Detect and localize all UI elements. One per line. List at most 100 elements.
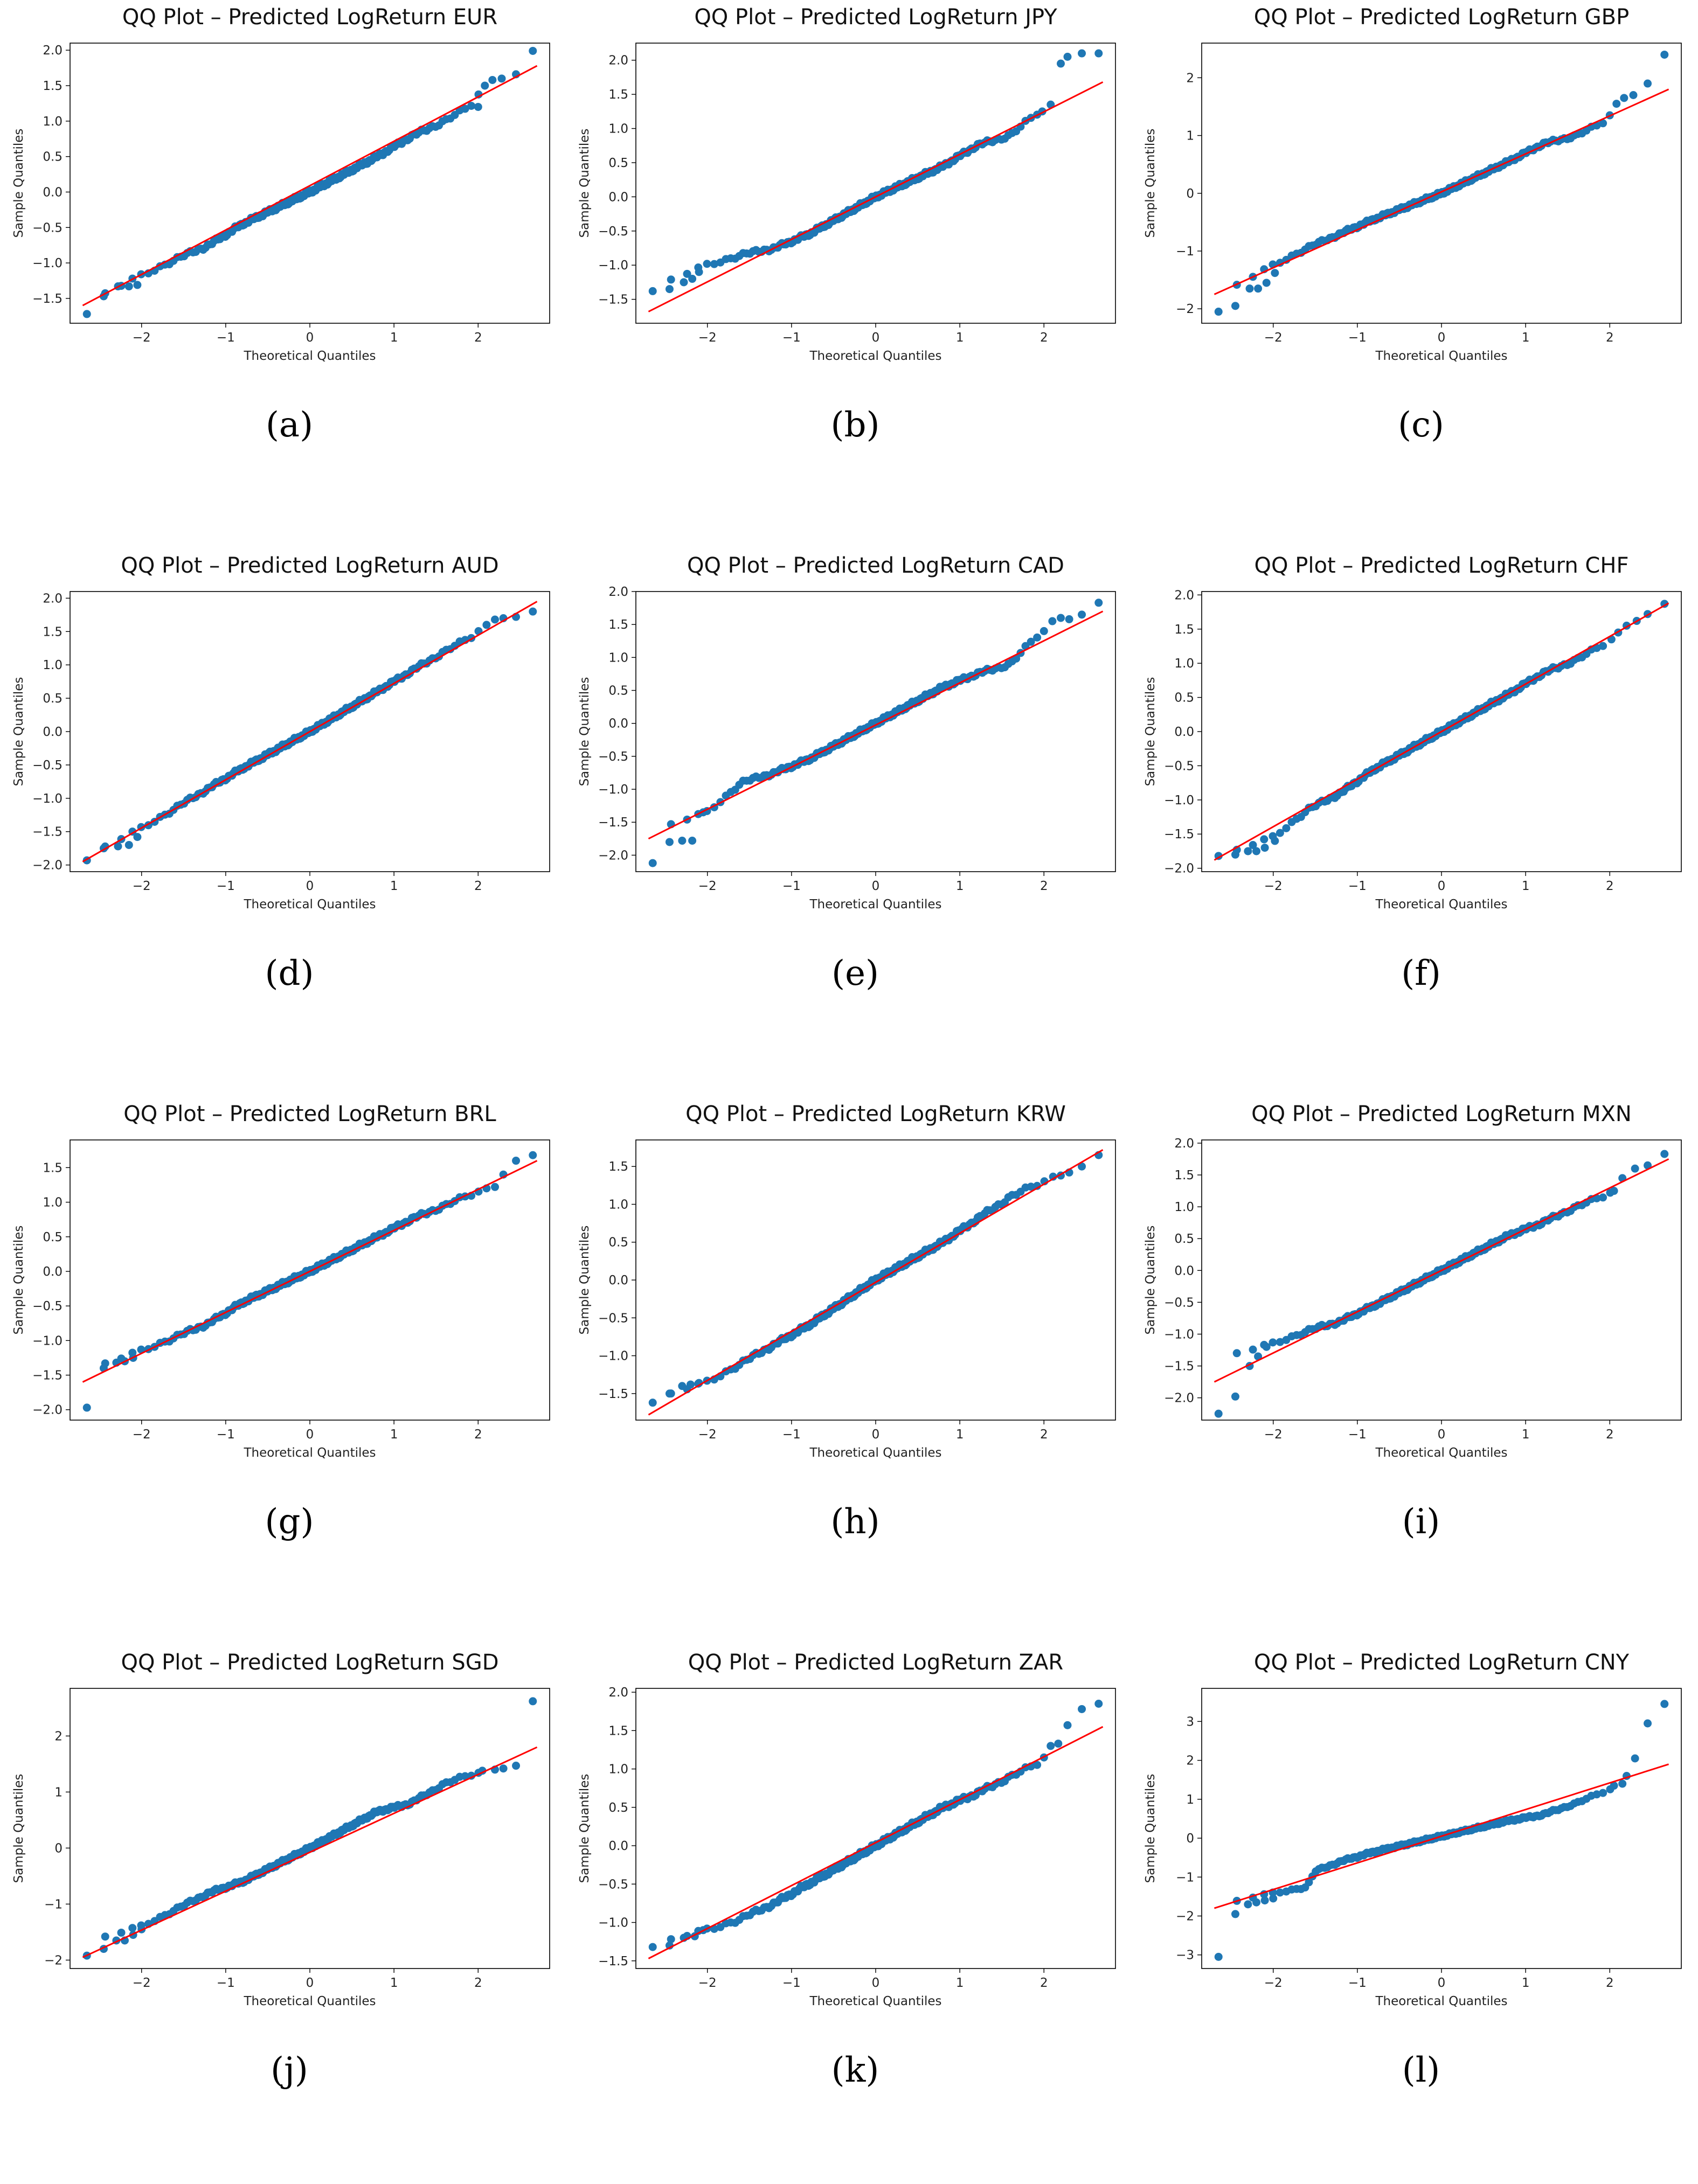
x-tick-label: 1: [1522, 879, 1530, 893]
x-tick-label: −2: [1264, 1976, 1283, 1990]
y-tick-label: −1.5: [598, 293, 628, 307]
y-tick-label: 1.5: [1174, 1168, 1194, 1183]
x-tick-label: 0: [1438, 879, 1446, 893]
reference-line: [1214, 1763, 1669, 1909]
data-point: [1260, 835, 1269, 844]
x-axis-label: Theoretical Quantiles: [809, 1994, 941, 2008]
data-point: [1610, 1187, 1618, 1195]
y-tick-label: 1.0: [608, 1198, 628, 1212]
data-point: [1078, 610, 1086, 619]
y-tick-label: −1.0: [598, 259, 628, 273]
chart-title: QQ Plot – Predicted LogReturn CAD: [687, 553, 1064, 578]
x-tick-label: −2: [133, 331, 151, 345]
data-point: [1078, 1162, 1086, 1171]
y-tick-label: 2.0: [608, 1686, 628, 1700]
y-tick-label: 0: [54, 1841, 63, 1855]
data-point: [482, 621, 491, 629]
data-point: [667, 275, 675, 284]
panel-label: (l): [1402, 2050, 1440, 2090]
data-point: [667, 1935, 675, 1944]
data-point: [1252, 847, 1260, 855]
data-point: [1054, 1740, 1063, 1748]
y-tick-label: 1.0: [608, 1763, 628, 1777]
data-point: [117, 1354, 126, 1363]
data-point: [1065, 615, 1073, 623]
data-point: [1094, 599, 1103, 607]
y-axis-label: Sample Quantiles: [578, 1774, 592, 1883]
data-point: [648, 287, 657, 295]
x-tick-label: 2: [1040, 879, 1048, 893]
data-point: [467, 101, 476, 110]
panel-label: (j): [271, 2050, 308, 2090]
y-tick-label: 0.0: [608, 190, 628, 204]
y-tick-label: 0.0: [43, 185, 63, 199]
y-tick-label: −2.0: [1164, 1392, 1194, 1406]
x-tick-label: −2: [1264, 879, 1283, 893]
data-point: [1049, 1172, 1057, 1181]
panel-label: (e): [831, 954, 879, 993]
y-tick-label: −1.5: [32, 292, 63, 306]
x-tick-label: 1: [390, 1428, 398, 1442]
y-tick-label: 1.0: [608, 651, 628, 665]
data-point: [667, 1389, 675, 1398]
x-axis-label: Theoretical Quantiles: [809, 1446, 941, 1460]
x-axis-label: Theoretical Quantiles: [1375, 1446, 1507, 1460]
data-point: [1057, 614, 1065, 622]
data-point: [1245, 284, 1254, 293]
chart-title: QQ Plot – Predicted LogReturn KRW: [685, 1102, 1066, 1126]
y-tick-label: −1: [1176, 1870, 1194, 1884]
x-tick-label: 1: [956, 879, 964, 893]
data-point: [529, 607, 537, 616]
data-point: [481, 81, 489, 90]
y-tick-label: 0.5: [608, 684, 628, 698]
y-tick-label: 1: [1186, 1793, 1194, 1807]
data-point: [1027, 637, 1035, 646]
y-tick-label: −1.0: [32, 1334, 63, 1348]
axes-frame: [1201, 1139, 1682, 1421]
data-point: [1046, 1742, 1055, 1750]
x-tick-label: 0: [1438, 1428, 1446, 1442]
x-tick-label: −2: [698, 879, 717, 893]
y-tick-label: −0.5: [32, 759, 63, 773]
y-tick-label: 0.5: [43, 150, 63, 164]
y-tick-label: −0.5: [598, 225, 628, 239]
data-point: [688, 275, 697, 283]
y-tick-label: −0.5: [1164, 759, 1194, 773]
x-tick-label: 0: [872, 879, 880, 893]
reference-line: [1214, 1158, 1669, 1383]
y-tick-label: 0: [1186, 187, 1194, 201]
reference-line: [1214, 88, 1669, 295]
y-tick-label: 0.0: [43, 725, 63, 739]
y-tick-label: −2.0: [32, 859, 63, 873]
y-tick-label: −1.5: [598, 1387, 628, 1401]
qq-plot-krw: QQ Plot – Predicted LogReturn KRW −2 −1 0 1 2…: [566, 1097, 1121, 1636]
y-axis-label: Sample Quantiles: [1143, 129, 1158, 238]
x-tick-label: 2: [1606, 331, 1614, 345]
data-point: [1631, 1164, 1639, 1173]
x-tick-label: −1: [1348, 879, 1367, 893]
panel-label: (d): [265, 954, 314, 993]
y-tick-label: 1.5: [608, 618, 628, 632]
y-axis-label: Sample Quantiles: [578, 129, 592, 238]
x-tick-label: −2: [1264, 331, 1283, 345]
chart-title: QQ Plot – Predicted LogReturn AUD: [121, 553, 498, 578]
x-tick-label: −1: [782, 1428, 801, 1442]
data-point: [1629, 91, 1638, 99]
data-point: [124, 282, 133, 291]
x-tick-label: 0: [306, 1428, 314, 1442]
y-tick-label: 0.0: [608, 1274, 628, 1288]
data-point: [1039, 627, 1048, 635]
chart-svg: QQ Plot – Predicted LogReturn CAD −2 −1 0 1 2…: [578, 553, 1116, 993]
x-tick-label: 2: [1606, 879, 1614, 893]
y-axis-label: Sample Quantiles: [12, 1226, 26, 1335]
y-tick-label: 0.5: [1174, 691, 1194, 705]
data-point: [1612, 100, 1621, 108]
data-point: [1260, 1896, 1269, 1905]
data-point: [648, 1943, 657, 1951]
y-tick-label: 1.5: [608, 1724, 628, 1738]
y-tick-label: 1.0: [1174, 1200, 1194, 1214]
x-axis-label: Theoretical Quantiles: [243, 898, 376, 912]
y-tick-label: 2.0: [43, 592, 63, 606]
qq-plot-aud: QQ Plot – Predicted LogReturn AUD −2 −1 0 1 2…: [0, 548, 555, 1087]
y-tick-label: 2: [54, 1729, 63, 1743]
